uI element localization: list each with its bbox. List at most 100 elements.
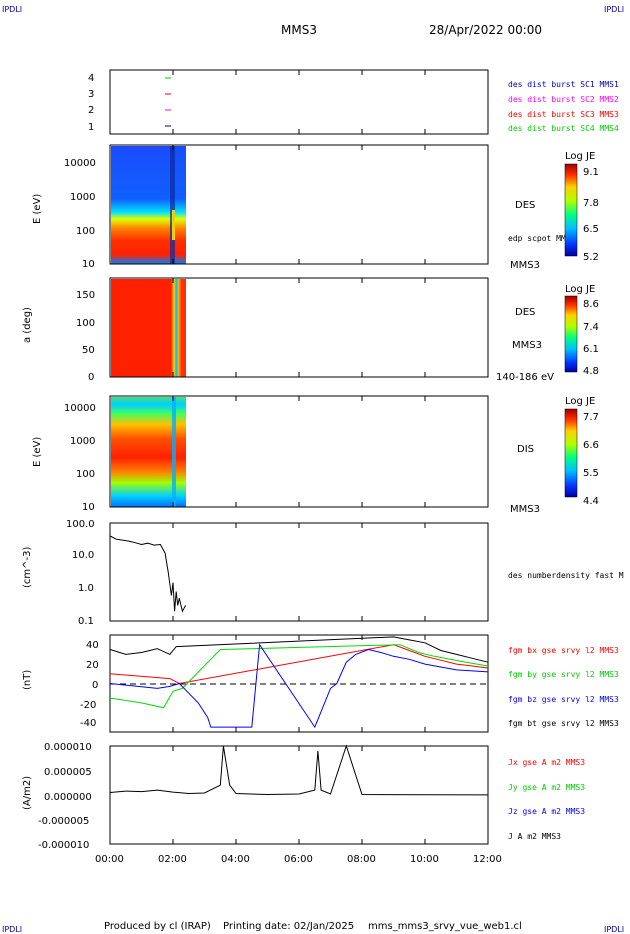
colorbar-tick: 7.7 [583,412,599,423]
colorbar-tick: 8.6 [583,299,599,310]
ytick-label: 1.0 [78,583,94,594]
colorbar [564,408,578,498]
footer-file-name: mms_mms3_srvy_vue_web1.cl [368,921,522,932]
bfield-series-0 [109,644,489,685]
ylabel: E (eV) [32,194,43,224]
colorbar-tick: 5.2 [583,252,599,263]
xtick-label: 10:00 [410,854,439,865]
colorbar-tick: 6.5 [583,224,599,235]
corner-label-tr: IPDLI [604,5,624,14]
colorbar-tick: 7.8 [583,198,599,209]
ytick-label: 2 [88,105,94,116]
instrument-label: DIS [517,444,534,455]
spacecraft-label: MMS3 [510,260,540,271]
ytick-label: 10000 [64,403,96,414]
ytick-label: 10 [82,259,95,270]
corner-label-tl: IPDLI [2,5,22,14]
page-date: 28/Apr/2022 00:00 [429,23,542,37]
ytick-label: 0.000005 [44,767,92,778]
legend-burst-sc4: des dist burst SC4 MMS4 [508,124,619,133]
ytick-label: 150 [76,290,95,301]
panel-current: 0.000010 0.000005 0.000000 -0.000005 -0.… [22,742,585,865]
ytick-label: -0.000010 [38,840,89,851]
ylabel: (nT) [22,670,33,690]
spacecraft-label: MMS3 [512,340,542,351]
ytick-label: 10000 [64,158,96,169]
legend-bt: fgm bt gse srvy l2 MMS3 [508,719,619,728]
ytick-label: 0 [88,372,94,383]
legend-density: des numberdensity fast M [508,571,624,580]
legend-burst-sc2: des dist burst SC2 MMS2 [508,95,619,104]
legend-burst-sc1: des dist burst SC1 MMS1 [508,80,619,89]
colorbar [564,295,578,373]
footer-produced-by: Produced by cl (IRAP) [104,921,211,932]
energy-band-label: 140-186 eV [496,372,554,383]
panel-bfield: 40 20 0 -20 -40 (nT) fgm bx gse srvy l2 … [22,634,619,733]
ytick-label: 1 [88,122,94,133]
xtick-label: 00:00 [95,854,124,865]
page-title: MMS3 [281,23,317,37]
legend-jz: Jz gse A m2 MMS3 [508,807,585,816]
legend-jy: Jy gse A m2 MMS3 [508,783,585,792]
corner-label-br: IPDLI [604,925,624,934]
des-energy-boundary-stripe [172,210,175,240]
panel-burst-frame [109,69,489,135]
ylabel: a (deg) [22,307,33,343]
ytick-label: 1000 [70,436,95,447]
bfield-series-1 [109,644,489,709]
panel-density-frame [109,522,489,622]
ytick-label: 40 [86,640,99,651]
ytick-label: 10 [82,502,95,513]
colorbar-tick: 4.4 [583,496,599,507]
overlay-label: edp scpot MMS3 [508,234,576,243]
xtick-label: 12:00 [473,854,502,865]
ytick-label: 20 [86,660,99,671]
bfield-series-2 [109,643,489,729]
des-energy-boundary-stripe [170,146,175,264]
colorbar-label: Log JE [565,151,595,162]
colorbar-tick: 6.1 [583,344,599,355]
corner-label-bl: IPDLI [2,925,22,934]
ytick-label: 0 [92,680,98,691]
legend-by: fgm by gse srvy l2 MMS3 [508,670,619,679]
ytick-label: 100.0 [66,519,95,530]
ytick-label: 1000 [70,192,95,203]
xtick-label: 02:00 [158,854,187,865]
ylabel: (A/m2) [22,776,33,810]
legend-bz: fgm bz gse srvy l2 MMS3 [508,695,619,704]
ytick-label: 0.000000 [44,792,92,803]
density-series-0 [109,535,187,613]
colorbar-tick: 5.5 [583,468,599,479]
ytick-label: 100 [76,226,95,237]
panel-burst: 4 3 2 1 des dist burst SC1 MMS1 des dist… [88,69,619,135]
panel-des-energy: 10000 1000 100 10 E (eV) DES edp scpot M… [32,144,599,271]
footer-printing-date: Printing date: 02/Jan/2025 [223,921,354,932]
panel-des-pitch: 150 100 50 0 a (deg) DES MMS3 140-186 eV… [22,277,599,383]
ytick-label: 3 [88,89,94,100]
colorbar-label: Log JE [565,396,595,407]
ytick-label: -0.000005 [38,816,89,827]
colorbar-tick: 4.8 [583,366,599,377]
xtick-label: 08:00 [347,854,376,865]
xtick-label: 06:00 [284,854,313,865]
panel-density: 100.0 10.0 1.0 0.1 (cm^-3) des numberden… [22,519,624,627]
ytick-label: -40 [80,718,96,729]
instrument-label: DES [515,307,535,318]
des-pitch-spectrogram [111,279,186,377]
ytick-label: 100 [76,318,95,329]
ytick-label: 100 [76,469,95,480]
colorbar-tick: 7.4 [583,322,599,333]
instrument-label: DES [515,200,535,211]
legend-jx: Jx gse A m2 MMS3 [508,758,585,767]
panel-dis-energy: 10000 1000 100 10 E (eV) DIS MMS3 Log JE… [32,395,599,515]
ylabel: E (eV) [32,437,43,467]
ytick-label: 0.1 [78,616,94,627]
current-series-3 [109,744,489,796]
bfield-series-3 [109,636,489,663]
colorbar-tick: 6.6 [583,440,599,451]
colorbar [564,163,578,257]
ytick-label: -20 [80,700,96,711]
ytick-label: 10.0 [72,550,94,561]
ytick-label: 0.000010 [44,742,92,753]
